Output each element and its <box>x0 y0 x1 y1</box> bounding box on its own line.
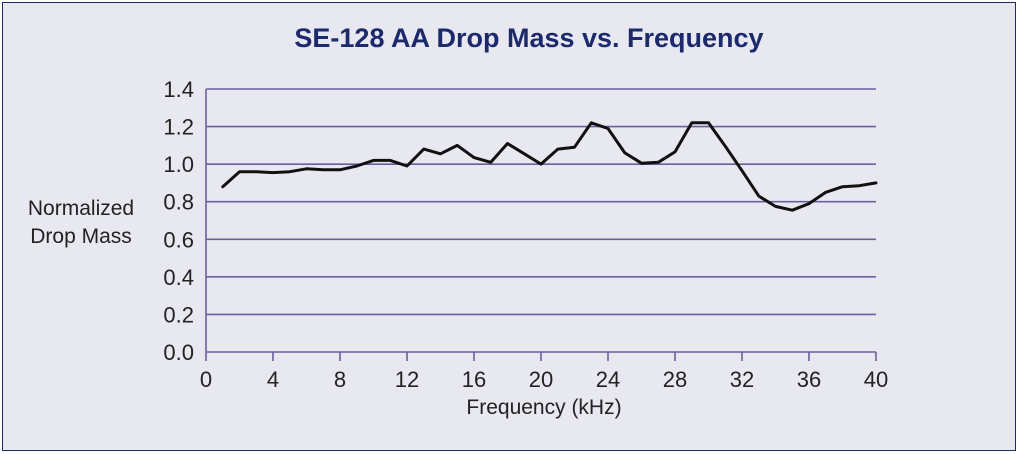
y-tick-label: 0.8 <box>163 190 194 215</box>
series-group <box>221 121 878 212</box>
x-tick-label: 24 <box>596 367 620 392</box>
chart-title: SE-128 AA Drop Mass vs. Frequency <box>294 23 763 53</box>
x-axis-label: Frequency (kHz) <box>466 396 621 419</box>
gridlines <box>205 88 876 353</box>
y-tick-label: 0.6 <box>163 227 194 252</box>
y-axis-ticks: 0.0 0.2 0.4 0.6 0.8 1.0 1.2 1.4 <box>163 77 194 365</box>
y-tick-label: 0.0 <box>163 340 194 365</box>
series-line-0 <box>221 121 878 212</box>
line-chart: SE-128 AA Drop Mass vs. Frequency Normal… <box>28 23 888 419</box>
x-tick-label: 0 <box>200 367 212 392</box>
x-tick-label: 20 <box>529 367 553 392</box>
x-tick-label: 28 <box>663 367 687 392</box>
x-tick-label: 4 <box>267 367 279 392</box>
x-axis-ticks: 0 4 8 12 16 20 24 28 32 36 40 <box>200 352 888 392</box>
x-tick-label: 12 <box>395 367 419 392</box>
y-axis-label-line-2: Drop Mass <box>30 225 132 248</box>
y-tick-label: 0.2 <box>163 302 194 327</box>
y-tick-label: 1.2 <box>163 115 194 140</box>
x-tick-label: 32 <box>730 367 754 392</box>
x-tick-label: 16 <box>462 367 486 392</box>
x-tick-label: 36 <box>797 367 821 392</box>
y-axis-label-line-1: Normalized <box>28 197 134 220</box>
x-tick-label: 8 <box>334 367 346 392</box>
x-tick-label: 40 <box>864 367 888 392</box>
y-tick-label: 0.4 <box>163 265 194 290</box>
y-tick-label: 1.4 <box>163 77 194 102</box>
y-tick-label: 1.0 <box>163 152 194 177</box>
